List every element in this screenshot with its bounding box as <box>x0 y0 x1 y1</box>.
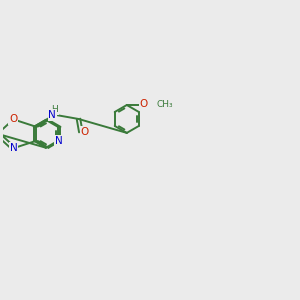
Text: O: O <box>140 99 148 109</box>
Text: O: O <box>9 114 17 124</box>
Text: N: N <box>49 110 56 120</box>
Text: H: H <box>51 105 58 114</box>
Text: CH₃: CH₃ <box>156 100 173 109</box>
Text: O: O <box>81 127 89 137</box>
Text: N: N <box>10 143 17 153</box>
Text: N: N <box>55 136 63 146</box>
